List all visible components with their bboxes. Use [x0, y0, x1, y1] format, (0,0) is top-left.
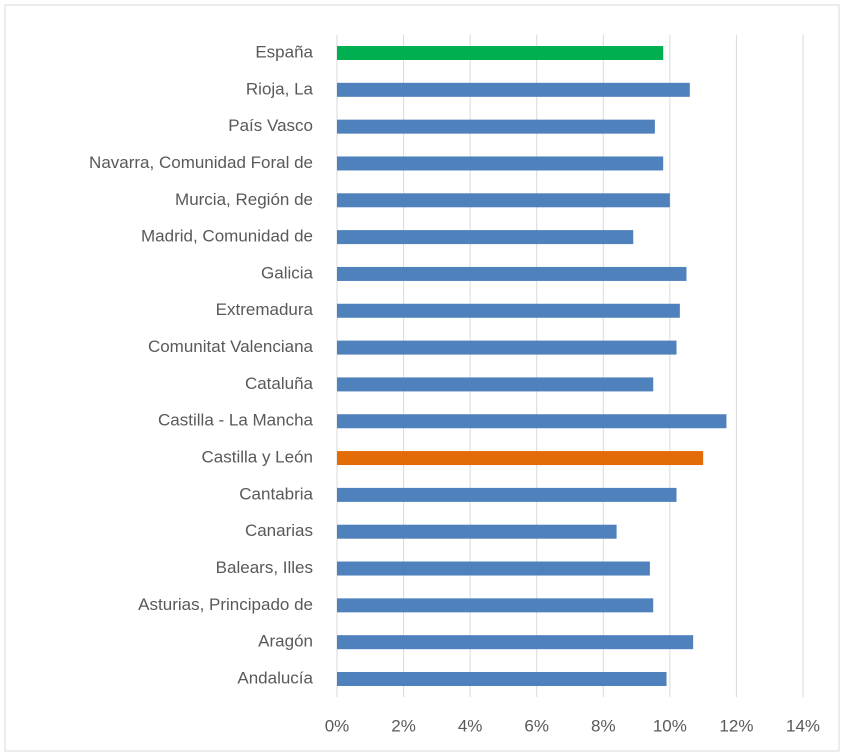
x-tick-label: 10%: [653, 716, 687, 735]
bar: [337, 377, 654, 392]
y-tick-label: Murcia, Región de: [175, 190, 313, 209]
x-tick-label: 8%: [591, 716, 616, 735]
y-tick-label: Canarias: [245, 521, 313, 540]
y-tick-label: Balears, Illes: [216, 558, 313, 577]
bar: [337, 266, 687, 281]
y-tick-label: Galicia: [261, 263, 314, 282]
x-tick-label: 14%: [786, 716, 820, 735]
bar: [337, 230, 634, 245]
y-tick-label: Extremadura: [216, 300, 314, 319]
x-tick-label: 4%: [458, 716, 483, 735]
x-tick-label: 0%: [325, 716, 350, 735]
x-tick-label: 2%: [391, 716, 416, 735]
bar: [337, 414, 727, 429]
bar: [337, 524, 617, 539]
bar: [337, 598, 654, 613]
y-tick-label: España: [255, 42, 313, 61]
bar: [337, 46, 664, 60]
y-tick-label: Castilla y León: [201, 448, 313, 467]
y-tick-label: Cataluña: [245, 374, 314, 393]
y-tick-label: Madrid, Comunidad de: [141, 227, 313, 246]
bar: [337, 451, 704, 466]
bar: [337, 82, 690, 97]
bar: [337, 303, 680, 318]
y-tick-label: País Vasco: [228, 116, 313, 135]
bar: [337, 635, 694, 650]
bar: [337, 672, 667, 686]
y-tick-label: Rioja, La: [246, 79, 314, 98]
y-tick-label: Comunitat Valenciana: [148, 337, 314, 356]
y-tick-label: Cantabria: [239, 484, 313, 503]
x-tick-label: 6%: [524, 716, 549, 735]
bar: [337, 193, 670, 208]
y-tick-label: Castilla - La Mancha: [158, 411, 314, 430]
bar: [337, 119, 655, 134]
bar: [337, 340, 677, 355]
x-tick-label: 12%: [719, 716, 753, 735]
y-tick-label: Navarra, Comunidad Foral de: [89, 153, 313, 172]
y-tick-label: Asturias, Principado de: [138, 595, 313, 614]
bar: [337, 487, 677, 502]
bar: [337, 561, 650, 576]
y-tick-label: Andalucía: [237, 668, 313, 687]
bar: [337, 156, 664, 171]
y-tick-label: Aragón: [258, 632, 313, 651]
